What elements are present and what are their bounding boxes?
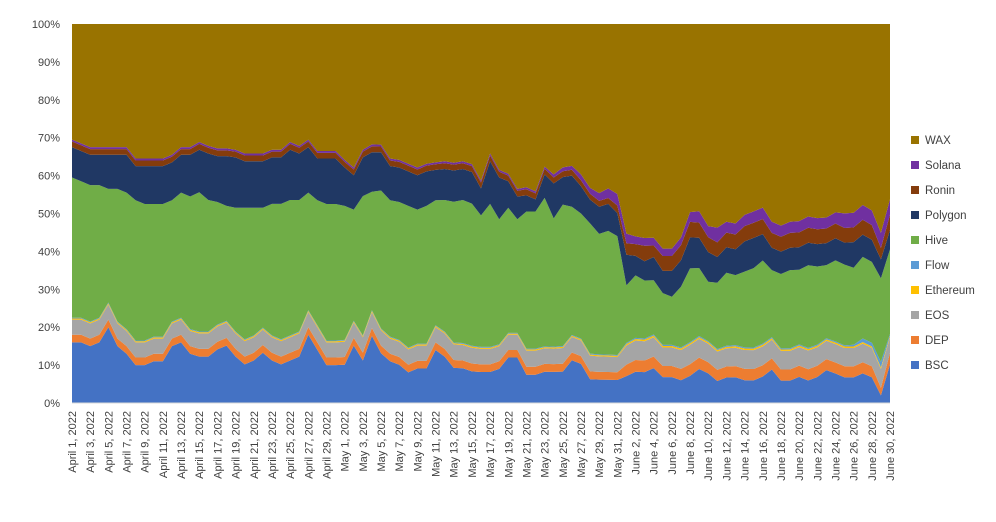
x-tick-label: May 7, 2022 <box>394 411 406 472</box>
area-wax <box>72 24 890 249</box>
x-tick-label: June 28, 2022 <box>867 411 879 481</box>
x-tick-label: May 21, 2022 <box>521 411 533 478</box>
legend: WAX Solana Ronin Polygon Hive Flow Ethereum EOS… <box>911 135 975 372</box>
area-eos <box>72 304 890 388</box>
x-tick-label: April 25, 2022 <box>285 411 297 479</box>
x-tick-label: June 18, 2022 <box>776 411 788 481</box>
area-polygon <box>72 147 890 297</box>
x-tick-label: June 20, 2022 <box>794 411 806 481</box>
x-tick-label: June 16, 2022 <box>758 411 770 481</box>
x-tick-label: June 30, 2022 <box>885 411 897 481</box>
x-tick-label: June 10, 2022 <box>703 411 715 481</box>
x-tick-label: June 4, 2022 <box>649 411 661 475</box>
legend-label-solana: Solana <box>925 160 961 172</box>
area-solana <box>72 139 890 257</box>
x-tick-label: April 7, 2022 <box>122 411 134 473</box>
x-tick-label: April 1, 2022 <box>67 411 79 473</box>
y-tick-label: 80% <box>38 95 60 107</box>
legend-swatch-hive <box>911 236 919 244</box>
x-tick-label: April 13, 2022 <box>176 411 188 479</box>
legend-swatch-bsc <box>911 361 919 369</box>
x-tick-label: May 5, 2022 <box>376 411 388 472</box>
legend-label-ronin: Ronin <box>925 185 955 197</box>
legend-label-ethereum: Ethereum <box>925 285 975 297</box>
x-tick-label: May 27, 2022 <box>576 411 588 478</box>
x-tick-label: May 23, 2022 <box>540 411 552 478</box>
x-tick-label: April 3, 2022 <box>85 411 97 473</box>
x-tick-label: May 15, 2022 <box>467 411 479 478</box>
y-tick-label: 10% <box>38 360 60 372</box>
x-tick-label: June 12, 2022 <box>721 411 733 481</box>
area-ronin <box>72 141 890 271</box>
legend-swatch-flow <box>911 261 919 269</box>
legend-swatch-ronin <box>911 186 919 194</box>
x-tick-label: April 23, 2022 <box>267 411 279 479</box>
legend-label-bsc: BSC <box>925 360 949 372</box>
x-tick-label: April 19, 2022 <box>231 411 243 479</box>
y-tick-label: 50% <box>38 209 60 221</box>
x-tick-label: June 26, 2022 <box>849 411 861 481</box>
x-tick-label: June 6, 2022 <box>667 411 679 475</box>
area-dep <box>72 319 890 396</box>
legend-label-wax: WAX <box>925 135 951 147</box>
x-tick-label: May 29, 2022 <box>594 411 606 478</box>
series-areas <box>72 24 890 403</box>
y-tick-label: 30% <box>38 284 60 296</box>
x-tick-label: April 15, 2022 <box>194 411 206 479</box>
x-axis: April 1, 2022 April 3, 2022 April 5, 2022 A… <box>67 402 897 481</box>
legend-swatch-ethereum <box>911 286 919 294</box>
y-tick-label: 70% <box>38 133 60 145</box>
x-tick-label: May 25, 2022 <box>558 411 570 478</box>
x-tick-label: May 3, 2022 <box>358 411 370 472</box>
x-tick-label: May 19, 2022 <box>503 411 515 478</box>
x-tick-label: May 9, 2022 <box>412 411 424 472</box>
x-tick-label: May 1, 2022 <box>340 411 352 472</box>
x-tick-label: May 31, 2022 <box>612 411 624 478</box>
legend-swatch-solana <box>911 161 919 169</box>
legend-swatch-wax <box>911 136 919 144</box>
x-tick-label: April 29, 2022 <box>321 411 333 479</box>
area-bsc <box>72 327 890 403</box>
legend-label-eos: EOS <box>925 310 950 322</box>
y-tick-label: 60% <box>38 171 60 183</box>
x-tick-label: June 22, 2022 <box>812 411 824 481</box>
x-tick-label: April 27, 2022 <box>303 411 315 479</box>
y-tick-label: 0% <box>44 398 60 410</box>
x-tick-label: June 8, 2022 <box>685 411 697 475</box>
legend-label-flow: Flow <box>925 260 950 272</box>
x-tick-label: June 14, 2022 <box>740 411 752 481</box>
legend-swatch-eos <box>911 311 919 319</box>
y-axis: 0% 10% 20% 30% 40% 50% 60% 70% 80% 90% 100% <box>32 19 60 410</box>
x-tick-label: April 21, 2022 <box>249 411 261 479</box>
y-tick-label: 100% <box>32 19 60 31</box>
area-hive <box>72 177 890 362</box>
x-tick-label: May 11, 2022 <box>431 411 443 477</box>
legend-swatch-dep <box>911 336 919 344</box>
legend-label-polygon: Polygon <box>925 210 967 222</box>
x-tick-label: April 9, 2022 <box>140 411 152 473</box>
x-tick-label: May 13, 2022 <box>449 411 461 478</box>
x-tick-label: April 17, 2022 <box>212 411 224 479</box>
x-tick-label: May 17, 2022 <box>485 411 497 478</box>
y-tick-label: 90% <box>38 57 60 69</box>
legend-label-dep: DEP <box>925 335 949 347</box>
y-tick-label: 40% <box>38 246 60 258</box>
x-tick-label: June 24, 2022 <box>830 411 842 481</box>
y-tick-label: 20% <box>38 322 60 334</box>
x-tick-label: April 11, 2022 <box>158 411 170 478</box>
x-tick-label: April 5, 2022 <box>103 411 115 473</box>
legend-label-hive: Hive <box>925 235 948 247</box>
x-tick-label: June 2, 2022 <box>631 411 643 475</box>
legend-swatch-polygon <box>911 211 919 219</box>
